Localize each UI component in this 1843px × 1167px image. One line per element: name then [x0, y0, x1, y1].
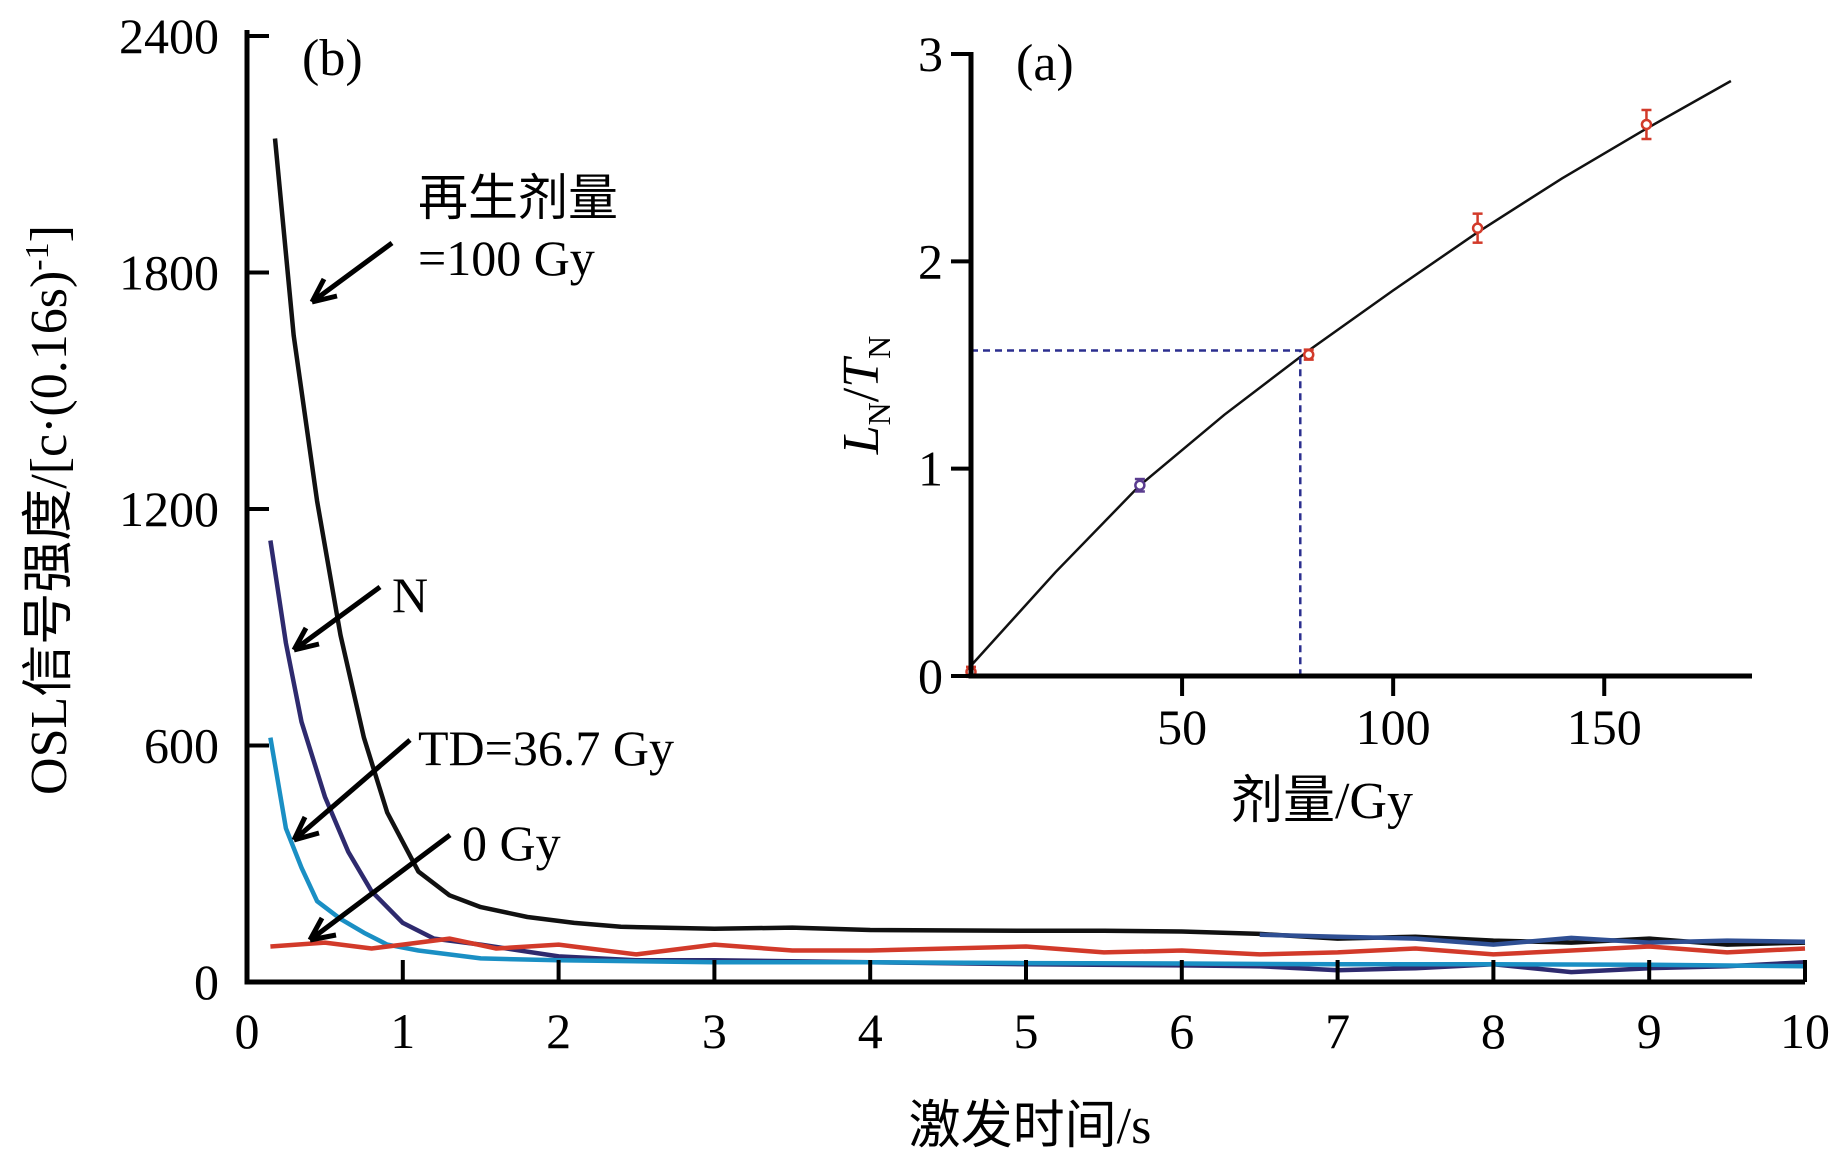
osl-decay-curves	[268, 138, 1806, 975]
dose-response-fit	[970, 79, 1732, 667]
y-label-superscript: -1	[19, 242, 56, 270]
arrow-td	[291, 738, 412, 843]
y-label-l-sub: N	[861, 402, 897, 425]
x-tick-label-7: 7	[1325, 1003, 1350, 1059]
panel-b-x-axis-label: 激发时间/s	[909, 1098, 1152, 1155]
series-line-3	[1259, 932, 1806, 947]
inset-x-tick-label-0: 50	[1157, 699, 1207, 755]
x-tick-label-5: 5	[1014, 1003, 1039, 1059]
inset-x-tick-label-2: 150	[1567, 699, 1642, 755]
dose-point-4	[1640, 118, 1653, 131]
x-tick-label-2: 2	[546, 1003, 571, 1059]
dose-point-1	[1134, 479, 1146, 492]
annotation-zero-gy: 0 Gy	[462, 815, 561, 871]
x-tick-label-10: 10	[1780, 1003, 1830, 1059]
x-tick-label-4: 4	[858, 1003, 883, 1059]
panel-b-x-ticks: 0 1 2 3 4 5 6 7 8 9 10	[235, 960, 1830, 1059]
panel-a-y-axis-label: LN/TN	[833, 336, 897, 456]
y-label-t-sub: N	[861, 336, 897, 359]
inset-background	[825, 20, 1835, 835]
annotation-n: N	[392, 567, 428, 623]
inset-y-tick-label-3: 3	[918, 26, 943, 82]
y-tick-label-2: 1200	[119, 481, 219, 537]
x-tick-label-3: 3	[702, 1003, 727, 1059]
y-label-l: L	[833, 425, 890, 455]
series-line-4	[270, 936, 1806, 957]
y-label-main: OSL信号强度/[c·(0.16s)	[21, 271, 78, 795]
inset-y-tick-label-2: 2	[918, 233, 943, 289]
arrow-n	[291, 584, 382, 653]
dose-point-2	[1302, 348, 1315, 361]
guide-line	[971, 349, 1302, 676]
inset-x-tick-label-1: 100	[1356, 699, 1431, 755]
dose-points	[965, 108, 1653, 679]
inset-y-tick-label-1: 1	[918, 441, 943, 497]
annotation-regen-dose-value: =100 Gy	[418, 230, 595, 286]
series-line-0	[272, 138, 1806, 947]
x-tick-label-8: 8	[1481, 1003, 1506, 1059]
panel-b-label: (b)	[302, 30, 363, 87]
y-tick-label-4: 2400	[119, 8, 219, 64]
arrow-regen-dose	[309, 240, 394, 305]
equivalent-dose-guide	[971, 349, 1302, 676]
y-label-t: T	[833, 356, 890, 388]
arrow-zero-gy	[307, 833, 452, 943]
inset-y-tick-label-0: 0	[918, 648, 943, 704]
y-label-end: ]	[21, 225, 78, 242]
panel-a-label: (a)	[1016, 35, 1074, 92]
y-label-slash: /	[833, 387, 890, 402]
x-tick-label-6: 6	[1169, 1003, 1194, 1059]
y-tick-label-1: 600	[144, 718, 219, 774]
x-tick-label-9: 9	[1637, 1003, 1662, 1059]
x-tick-label-0: 0	[235, 1003, 260, 1059]
fit-curve-line	[970, 79, 1732, 667]
panel-a-x-axis-label: 剂量/Gy	[1231, 773, 1413, 830]
panel-a-x-ticks: 50 100 150	[1157, 676, 1642, 755]
annotation-regen-dose: 再生剂量	[418, 170, 618, 226]
series-line-2	[268, 737, 1806, 969]
y-tick-label-0: 0	[194, 954, 219, 1010]
panel-a-y-ticks: 0 1 2 3	[918, 26, 971, 704]
y-tick-label-3: 1800	[119, 245, 219, 301]
annotation-td: TD=36.7 Gy	[418, 720, 674, 776]
panel-b-y-axis-label: OSL信号强度/[c·(0.16s)-1]	[19, 225, 78, 795]
dose-point-3	[1471, 222, 1484, 234]
panel-b-y-ticks: 0 600 1200 1800 2400	[119, 8, 269, 1010]
x-tick-label-1: 1	[390, 1003, 415, 1059]
